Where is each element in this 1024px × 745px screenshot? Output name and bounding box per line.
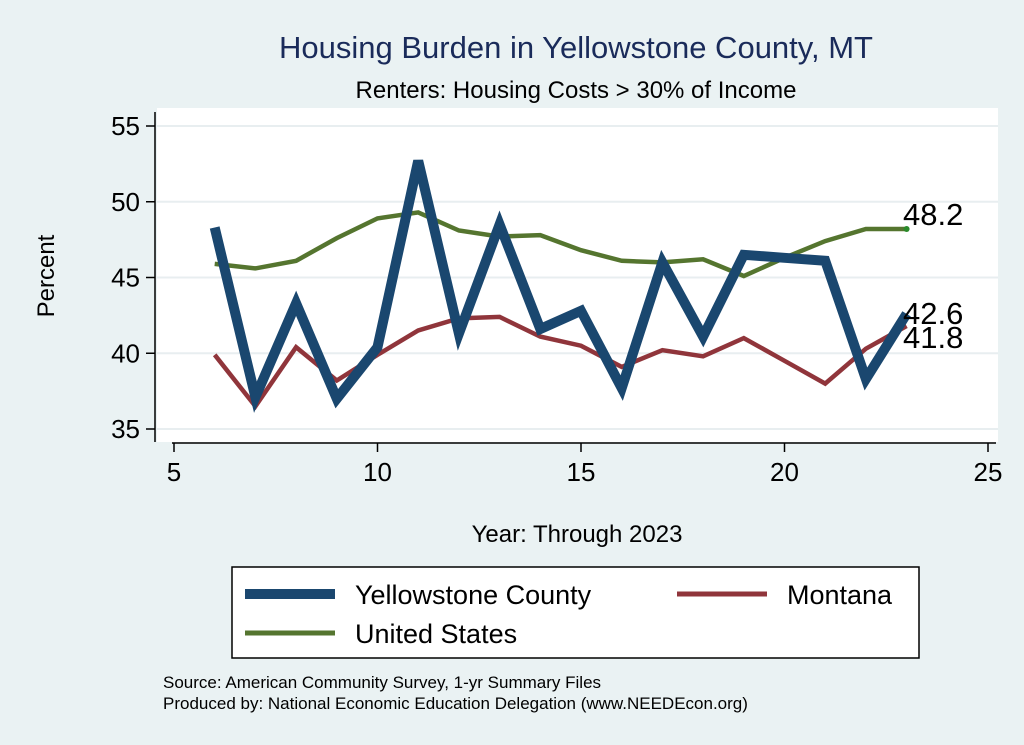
y-axis-label: Percent: [33, 234, 60, 317]
end-labels: 42.641.8 48.2: [903, 197, 963, 355]
x-tick-label: 25: [974, 457, 1003, 487]
legend-label-montana: Montana: [787, 580, 893, 610]
source-note: Source: American Community Survey, 1-yr …: [163, 673, 601, 692]
series-lines: [209, 159, 911, 413]
legend: Yellowstone County Montana United States: [231, 566, 920, 659]
chart-subtitle: Renters: Housing Costs > 30% of Income: [356, 77, 797, 104]
end-label-montana: 41.8: [903, 320, 963, 355]
x-tick-label: 5: [167, 457, 181, 487]
series-line-yellowstone-county: [209, 159, 911, 413]
x-tick-label: 15: [567, 457, 596, 487]
y-tick-label: 45: [111, 263, 140, 293]
y-tick-label: 50: [111, 187, 140, 217]
x-axis-label: Year: Through 2023: [472, 521, 683, 548]
y-tick-label: 40: [111, 338, 140, 368]
end-label-yellowstone-county: 42.6: [903, 296, 963, 331]
x-tick-label: 10: [363, 457, 392, 487]
legend-box: [231, 566, 920, 659]
y-tick-label: 55: [111, 111, 140, 141]
x-tick-label: 20: [770, 457, 799, 487]
legend-label-united-states: United States: [355, 619, 517, 649]
chart-title: Housing Burden in Yellowstone County, MT: [279, 30, 873, 65]
y-axis-ticks: 35 40 45 50 55: [111, 111, 155, 444]
x-axis-ticks: 5 10 15 20 25: [167, 443, 1003, 487]
legend-label-yellowstone: Yellowstone County: [355, 580, 592, 610]
series-end-point: [903, 226, 910, 233]
y-tick-label: 35: [111, 414, 140, 444]
plot-area: [157, 108, 998, 442]
end-label-united-states: 48.2: [903, 197, 963, 232]
producer-note: Produced by: National Economic Education…: [163, 694, 748, 713]
